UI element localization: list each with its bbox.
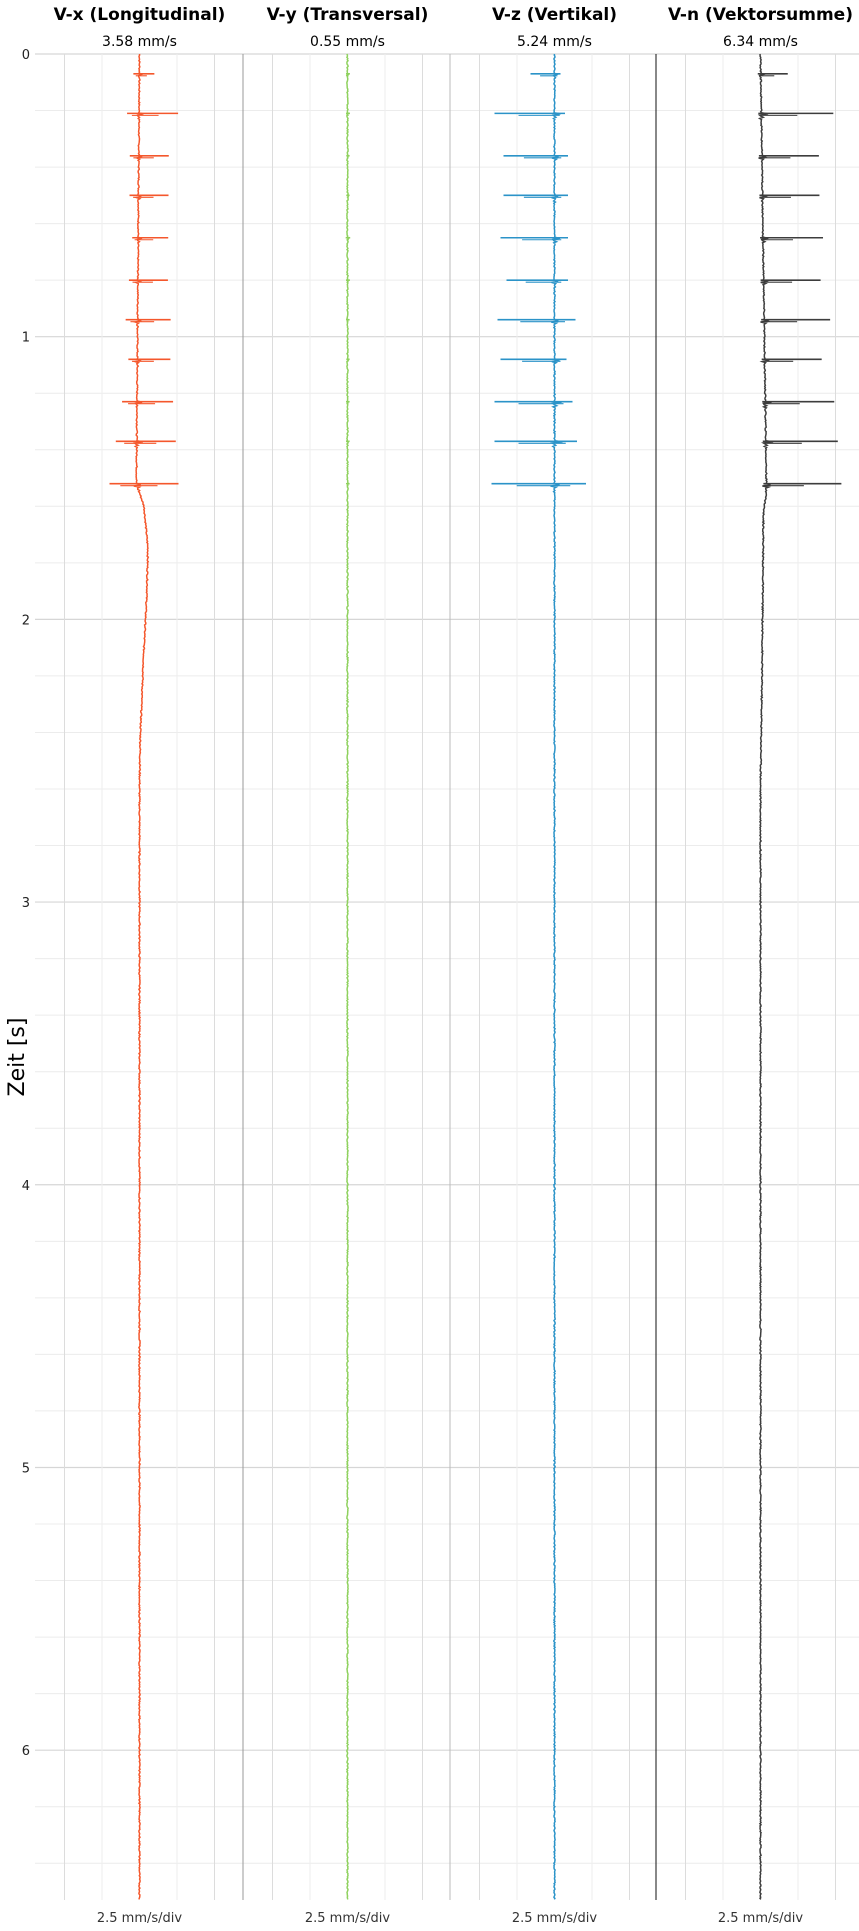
- y-tick-label: 2: [22, 613, 30, 628]
- y-axis-label: Zeit [s]: [5, 1018, 30, 1097]
- panel-peak-value: 6.34 mm/s: [723, 34, 798, 50]
- grid-layer: [35, 53, 859, 1900]
- panel-scale-label: 2.5 mm/s/div: [512, 1911, 598, 1926]
- panel-peak-value: 3.58 mm/s: [102, 34, 177, 50]
- series-trace: [549, 53, 563, 1900]
- panel-title: V-n (Vektorsumme): [668, 5, 853, 25]
- y-tick-label: 5: [22, 1461, 30, 1476]
- series-trace: [345, 53, 350, 1900]
- panel-scale-label: 2.5 mm/s/div: [97, 1911, 183, 1926]
- series-trace: [757, 53, 774, 1900]
- trace-layer: [109, 53, 842, 1900]
- panel-scale-label: 2.5 mm/s/div: [305, 1911, 391, 1926]
- panel-scale-label: 2.5 mm/s/div: [718, 1911, 804, 1926]
- y-tick-label: 1: [22, 331, 30, 346]
- y-tick-label: 4: [22, 1179, 30, 1194]
- panel-title: V-z (Vertikal): [492, 5, 617, 25]
- panel-peak-value: 5.24 mm/s: [517, 34, 592, 50]
- panel-title: V-y (Transversal): [267, 5, 429, 25]
- text-layer: 0 1 2 3 4 5 6 Zeit [s] V-x (Longitudinal) 3.58 mm…: [5, 5, 853, 1926]
- panel-title: V-x (Longitudinal): [54, 5, 226, 25]
- y-tick-label: 6: [22, 1744, 30, 1759]
- series-trace: [132, 53, 150, 1900]
- y-tick-label: 0: [22, 48, 30, 63]
- panel-peak-value: 0.55 mm/s: [310, 34, 385, 50]
- y-tick-label: 3: [22, 896, 30, 911]
